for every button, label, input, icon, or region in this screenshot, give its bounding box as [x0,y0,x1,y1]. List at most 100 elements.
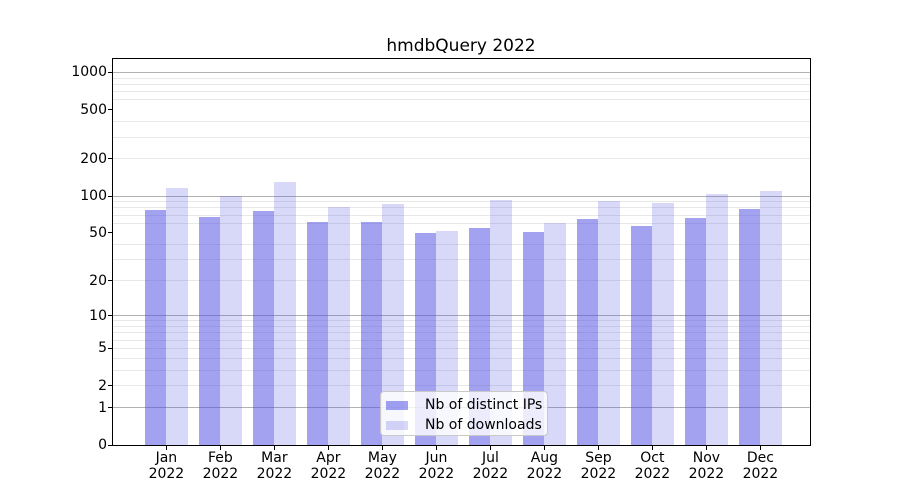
y-tick-label: 10 [89,307,107,324]
plot-area [112,58,811,446]
x-tick-mark [327,445,329,450]
y-tick-label: 2 [98,377,107,394]
minor-gridline [113,83,810,85]
x-tick-mark [759,445,761,450]
x-tick-mark [543,445,545,450]
minor-gridline [113,357,810,359]
y-tick-label: 500 [80,101,107,118]
minor-gridline [113,121,810,123]
x-tick-mark [435,445,437,450]
y-tick-label: 20 [89,272,107,289]
minor-gridline [113,259,810,261]
y-tick-label: 1000 [71,64,107,81]
legend-label-downloads: Nb of downloads [425,417,542,433]
minor-gridline [113,207,810,209]
y-tick-label: 1 [98,399,107,416]
x-tick-mark [597,445,599,450]
bar-distinct-ips-jan [144,210,167,445]
legend: Nb of distinct IPs Nb of downloads [380,391,548,436]
x-tick-label: Jun 2022 [418,450,455,482]
minor-gridline [113,385,810,387]
bar-downloads-oct [652,202,675,445]
bar-distinct-ips-nov [684,218,707,445]
bar-downloads-nov [706,194,729,445]
bar-distinct-ips-feb [198,216,221,445]
minor-gridline [113,339,810,341]
minor-gridline [113,332,810,334]
legend-label-distinct-ips: Nb of distinct IPs [425,397,543,413]
minor-gridline [113,347,810,349]
x-tick-label: Feb 2022 [202,450,239,482]
y-tick-mark [108,232,113,234]
y-tick-mark [108,444,113,446]
major-gridline [113,71,810,73]
bar-downloads-sep [598,201,621,445]
minor-gridline [113,369,810,371]
legend-entry-distinct-ips: Nb of distinct IPs [386,396,542,414]
bar-downloads-apr [328,207,351,445]
minor-gridline [113,325,810,327]
x-tick-label: Jul 2022 [472,450,509,482]
y-tick-mark [108,109,113,111]
bar-downloads-may [382,204,405,445]
x-tick-mark [165,445,167,450]
y-tick-label: 200 [80,150,107,167]
minor-gridline [113,158,810,160]
legend-swatch-distinct-ips [386,400,408,410]
y-tick-mark [108,347,113,349]
y-tick-label: 100 [80,188,107,205]
y-tick-mark [108,71,113,73]
bar-distinct-ips-mar [252,211,275,445]
major-gridline [113,195,810,197]
x-tick-label: Jan 2022 [148,450,185,482]
minor-gridline [113,136,810,138]
minor-gridline [113,320,810,322]
y-tick-label: 5 [98,340,107,357]
y-tick-mark [108,158,113,160]
bar-downloads-mar [274,182,297,445]
minor-gridline [113,244,810,246]
bar-downloads-dec [760,190,783,445]
x-tick-mark [489,445,491,450]
minor-gridline [113,222,810,224]
y-tick-label: 0 [98,437,107,453]
bar-downloads-feb [220,196,243,445]
x-tick-mark [651,445,653,450]
bar-distinct-ips-may [360,221,383,445]
x-tick-mark [273,445,275,450]
minor-gridline [113,280,810,282]
y-tick-label: 50 [89,224,107,241]
minor-gridline [113,91,810,93]
x-tick-label: May 2022 [364,450,401,482]
x-tick-label: Dec 2022 [742,450,779,482]
y-tick-mark [108,315,113,317]
x-tick-label: Aug 2022 [526,450,563,482]
bar-distinct-ips-apr [306,221,329,445]
x-tick-label: Oct 2022 [634,450,671,482]
x-tick-label: Nov 2022 [688,450,725,482]
y-tick-mark [108,407,113,409]
bar-downloads-jul [490,199,513,445]
bar-distinct-ips-dec [738,208,761,445]
minor-gridline [113,214,810,216]
bar-distinct-ips-oct [630,225,653,445]
bar-downloads-jan [166,187,189,445]
y-tick-mark [108,280,113,282]
x-tick-mark [219,445,221,450]
x-tick-mark [705,445,707,450]
minor-gridline [113,77,810,79]
y-tick-mark [108,195,113,197]
y-tick-mark [108,385,113,387]
legend-swatch-downloads [386,420,408,430]
x-tick-label: Mar 2022 [256,450,293,482]
x-tick-mark [381,445,383,450]
bar-downloads-aug [544,223,567,445]
major-gridline [113,315,810,317]
chart-title: hmdbQuery 2022 [386,36,536,56]
x-tick-label: Sep 2022 [580,450,617,482]
bar-distinct-ips-jul [468,227,491,445]
bar-distinct-ips-sep [576,219,599,445]
x-tick-label: Apr 2022 [310,450,347,482]
minor-gridline [113,99,810,101]
